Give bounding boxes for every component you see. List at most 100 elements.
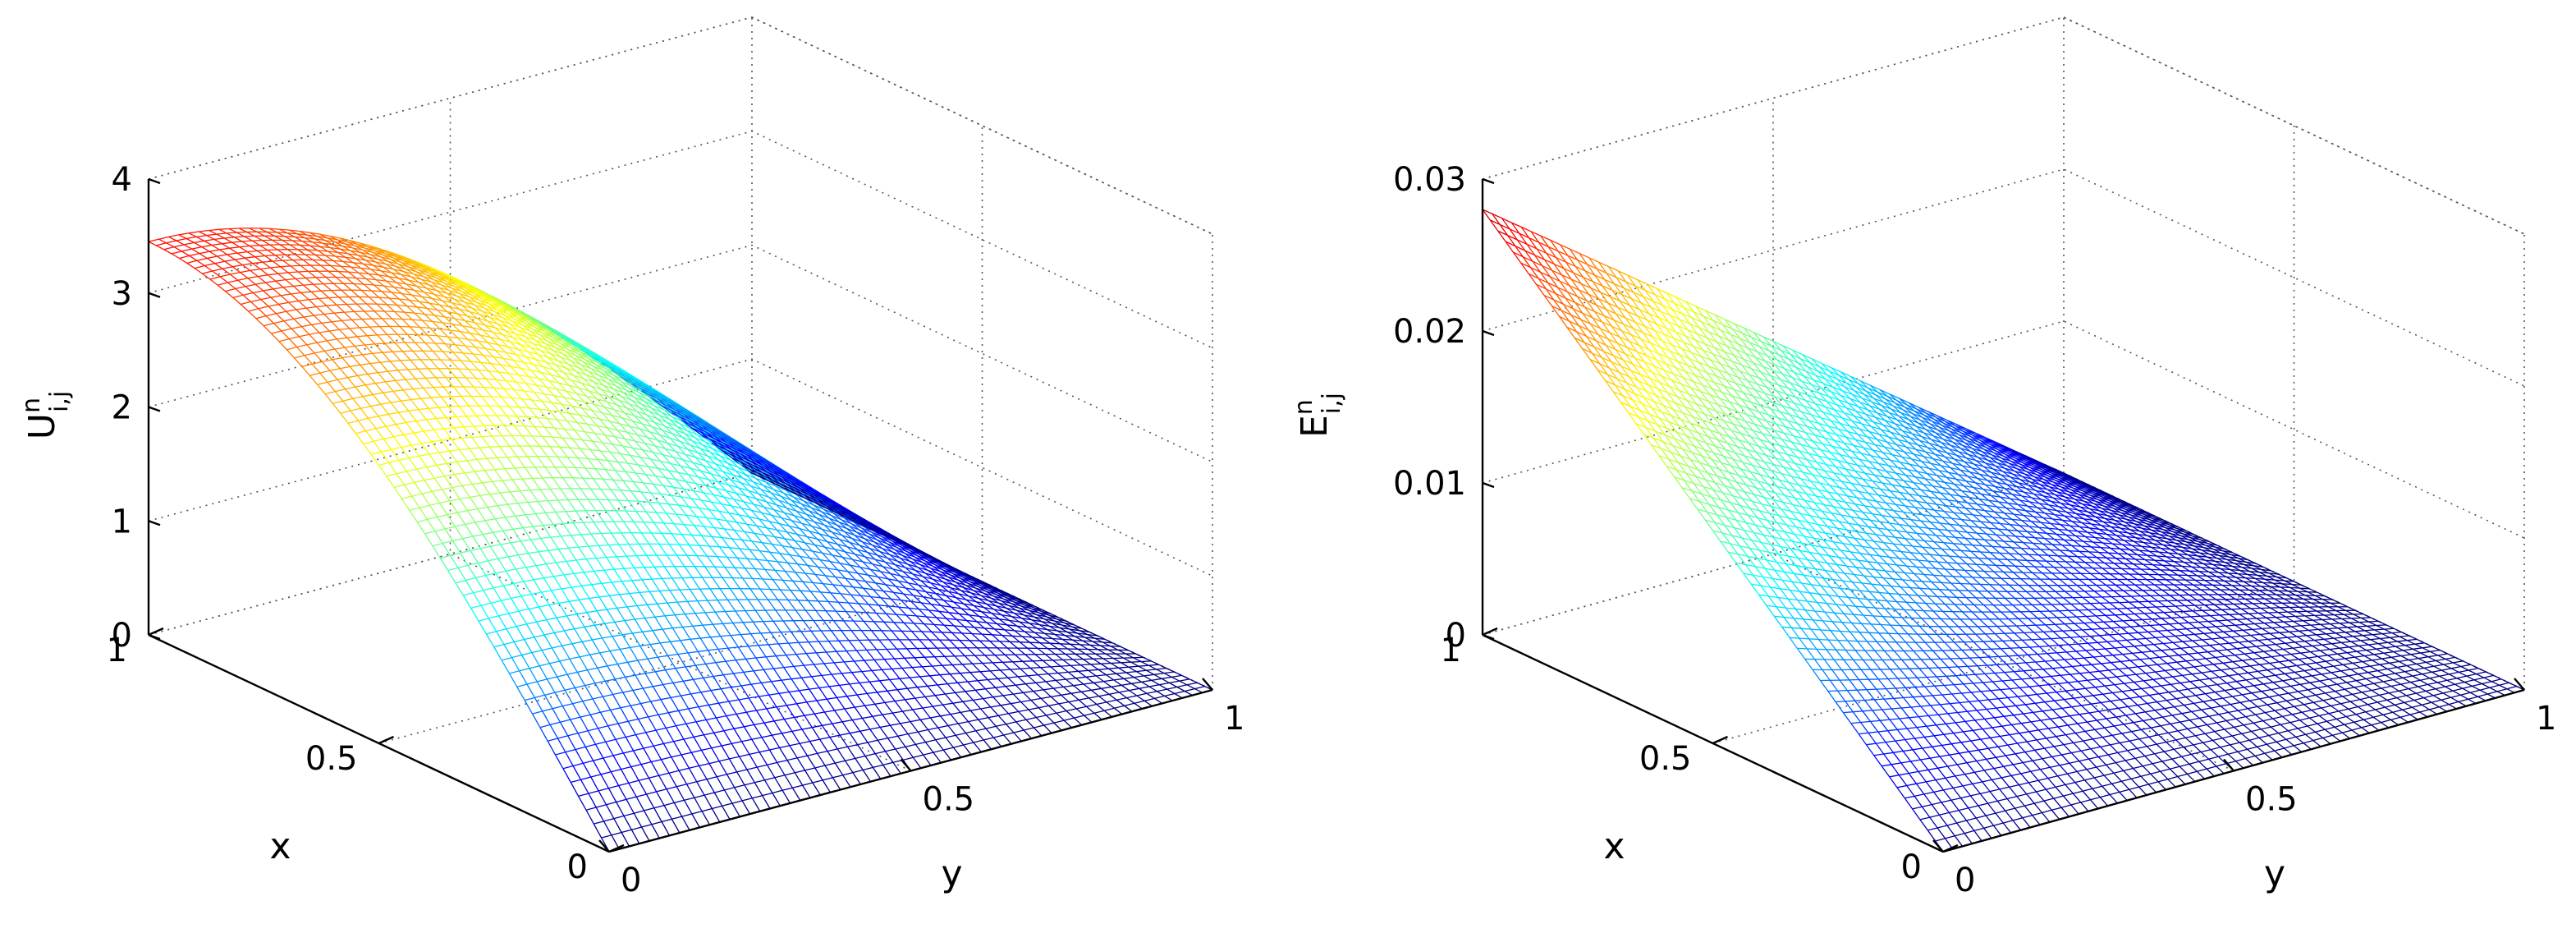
- mesh-line: [584, 570, 594, 573]
- mesh-line: [451, 439, 461, 450]
- mesh-line: [604, 678, 616, 682]
- mesh-line: [293, 316, 305, 319]
- mesh-line: [1159, 682, 1170, 686]
- mesh-line: [971, 632, 983, 635]
- mesh-line: [486, 457, 496, 470]
- mesh-line: [209, 251, 218, 257]
- mesh-line: [485, 378, 494, 388]
- mesh-line: [723, 728, 735, 732]
- mesh-line: [549, 446, 558, 457]
- mesh-line: [621, 829, 632, 834]
- mesh-line: [762, 795, 771, 809]
- mesh-line: [290, 264, 301, 267]
- mesh-line: [686, 600, 696, 614]
- mesh-line: [614, 436, 626, 440]
- mesh-line: [289, 336, 300, 340]
- mesh-line: [914, 623, 924, 625]
- mesh-line: [628, 544, 638, 556]
- mesh-line: [475, 574, 486, 579]
- mesh-line: [329, 370, 338, 380]
- mesh-line: [578, 793, 589, 798]
- mesh-line: [767, 761, 777, 765]
- mesh-line: [462, 352, 474, 355]
- mesh-line: [814, 765, 826, 769]
- mesh-line: [717, 555, 727, 559]
- mesh-line: [1084, 637, 1095, 639]
- mesh-line: [456, 460, 467, 463]
- mesh-line: [626, 510, 635, 522]
- mesh-line: [460, 331, 470, 334]
- mesh-line: [407, 369, 416, 379]
- mesh-line: [839, 539, 850, 544]
- mesh-line: [497, 615, 507, 629]
- mesh-line: [639, 591, 650, 594]
- mesh-line: [521, 651, 533, 656]
- mesh-line: [232, 264, 243, 268]
- mesh-line: [439, 500, 451, 504]
- mesh-line: [1131, 681, 1142, 684]
- mesh-line: [485, 575, 494, 589]
- mesh-line: [826, 650, 837, 653]
- mesh-line: [1056, 678, 1066, 682]
- mesh-line: [851, 537, 863, 543]
- mesh-line: [158, 236, 169, 240]
- mesh-line: [548, 379, 559, 384]
- mesh-line: [751, 682, 762, 685]
- mesh-line: [351, 318, 362, 321]
- mesh-line: [801, 676, 812, 678]
- mesh-line: [599, 450, 611, 453]
- mesh-line: [548, 499, 558, 502]
- mesh-line: [801, 522, 813, 527]
- mesh-line: [773, 508, 785, 513]
- mesh-line: [610, 707, 621, 711]
- mesh-line: [288, 301, 297, 310]
- mesh-line: [589, 654, 598, 669]
- mesh-line: [322, 359, 332, 363]
- mesh-line: [670, 695, 681, 699]
- mesh-line: [370, 290, 380, 298]
- mesh-line: [990, 705, 1002, 708]
- mesh-line: [610, 489, 619, 501]
- mesh-line: [529, 539, 539, 553]
- mesh-line: [633, 750, 642, 765]
- mesh-line: [896, 687, 908, 691]
- mesh-line: [385, 381, 394, 392]
- mesh-line: [960, 608, 972, 611]
- mesh-line: [479, 334, 491, 338]
- mesh-line: [759, 749, 770, 753]
- mesh-line: [857, 572, 869, 576]
- mesh-line: [661, 493, 672, 496]
- mesh-line: [576, 612, 588, 615]
- mesh-line: [474, 471, 484, 484]
- mesh-line: [751, 737, 763, 740]
- mesh-line: [586, 610, 598, 614]
- mesh-line: [225, 287, 236, 292]
- mesh-line: [523, 526, 534, 529]
- mesh-line: [613, 815, 625, 820]
- mesh-line: [598, 393, 610, 398]
- mesh-line: [600, 533, 610, 545]
- mesh-line: [301, 365, 310, 376]
- mesh-line: [235, 286, 246, 290]
- mesh-line: [953, 744, 964, 748]
- mesh-line: [1078, 669, 1089, 672]
- mesh-line: [184, 241, 195, 246]
- mesh-line: [369, 363, 378, 374]
- mesh-line: [859, 729, 870, 732]
- mesh-line: [587, 730, 597, 745]
- mesh-line: [188, 232, 197, 237]
- mesh-line: [701, 811, 711, 825]
- mesh-line: [827, 568, 838, 571]
- mesh-line: [585, 809, 594, 825]
- mesh-line: [667, 601, 678, 604]
- mesh-line: [1045, 679, 1057, 683]
- mesh-line: [616, 608, 626, 621]
- mesh-line: [557, 419, 567, 422]
- mesh-line: [832, 775, 843, 779]
- mesh-line: [781, 678, 792, 681]
- mesh-line: [314, 313, 324, 316]
- mesh-line: [869, 680, 880, 683]
- mesh-line: [355, 344, 365, 347]
- mesh-line: [591, 639, 601, 654]
